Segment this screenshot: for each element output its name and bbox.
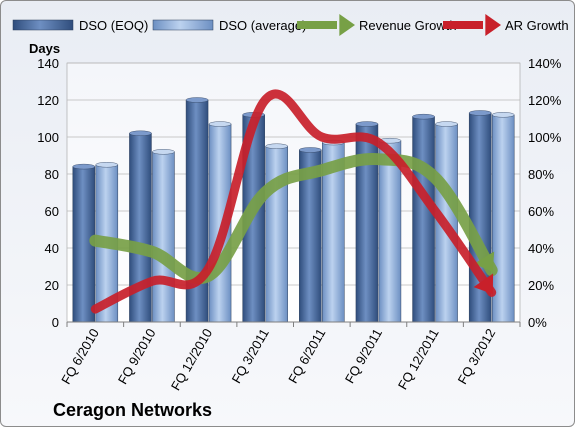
x-tick-label: FQ 9/2011 (342, 326, 385, 386)
legend-arrowhead-revenue-growth (339, 13, 355, 37)
x-tick-label: FQ 3/2011 (229, 326, 272, 386)
bars (72, 97, 515, 323)
legend-label-ar-growth: AR Growth (505, 18, 569, 33)
growth-lines (89, 89, 498, 314)
revenue-growth-line (89, 153, 498, 284)
ar-growth-arrowhead (473, 273, 494, 295)
left-axis-title: Days (29, 41, 60, 56)
bar-dso-average (152, 151, 175, 323)
bar-dso-average (265, 146, 288, 323)
x-tick-label: FQ 6/2010 (58, 326, 102, 387)
bar-top-cap (265, 143, 288, 149)
right-tick-label: 100% (528, 130, 562, 145)
legend-label-revenue-growth: Revenue Growth (359, 18, 457, 33)
legend-label-dso-eoq-: DSO (EOQ) (79, 18, 148, 33)
revenue-growth-arrowhead (473, 251, 495, 272)
legend: DSO (EOQ) DSO (average) Revenue Growth AR G… (12, 13, 569, 37)
left-tick-label: 140 (37, 56, 59, 71)
bar-top-cap (208, 121, 232, 127)
x-tick-label: FQ 12/2010 (168, 326, 215, 393)
right-tick-label: 140% (528, 56, 562, 71)
left-tick-label: 0 (52, 315, 59, 330)
x-tick-label: FQ 12/2011 (395, 326, 442, 392)
bar-top-cap (412, 113, 435, 120)
x-tick-label: FQ 9/2010 (115, 326, 159, 387)
left-tick-label: 40 (45, 241, 59, 256)
legend-arrowhead-ar-growth (485, 13, 501, 37)
bar-top-cap (72, 163, 96, 170)
right-tick-label: 60% (528, 204, 554, 219)
bar-top-cap (355, 121, 379, 127)
legend-swatch-dso-eoq- (12, 19, 74, 31)
bar-top-cap (185, 97, 209, 103)
left-tick-label: 100 (37, 130, 59, 145)
legend-swatch-dso-average- (152, 19, 214, 31)
legend-label-dso-average-: DSO (average) (219, 18, 306, 33)
bar-dso-average (378, 140, 402, 323)
ar-growth-line (90, 89, 497, 314)
bar-dso-eoq (412, 116, 435, 323)
right-tick-label: 80% (528, 167, 554, 182)
bar-top-cap (468, 110, 492, 116)
left-tick-label: 120 (37, 93, 59, 108)
right-tick-label: 120% (528, 93, 562, 108)
left-tick-label: 60 (45, 204, 59, 219)
x-tick-label: FQ 6/2011 (285, 326, 328, 386)
bar-top-cap (152, 149, 175, 155)
bar-top-cap (491, 112, 515, 118)
bar-top-cap (299, 147, 322, 153)
bar-top-cap (95, 162, 119, 168)
bar-top-cap (129, 130, 152, 137)
left-tick-label: 20 (45, 278, 59, 293)
bar-top-cap (435, 121, 458, 127)
right-tick-label: 40% (528, 241, 554, 256)
right-tick-label: 20% (528, 278, 554, 293)
x-tick-label: FQ 3/2012 (455, 326, 499, 387)
right-tick-label: 0% (528, 315, 547, 330)
left-tick-label: 80 (45, 167, 59, 182)
chart-title: Ceragon Networks (53, 400, 212, 420)
